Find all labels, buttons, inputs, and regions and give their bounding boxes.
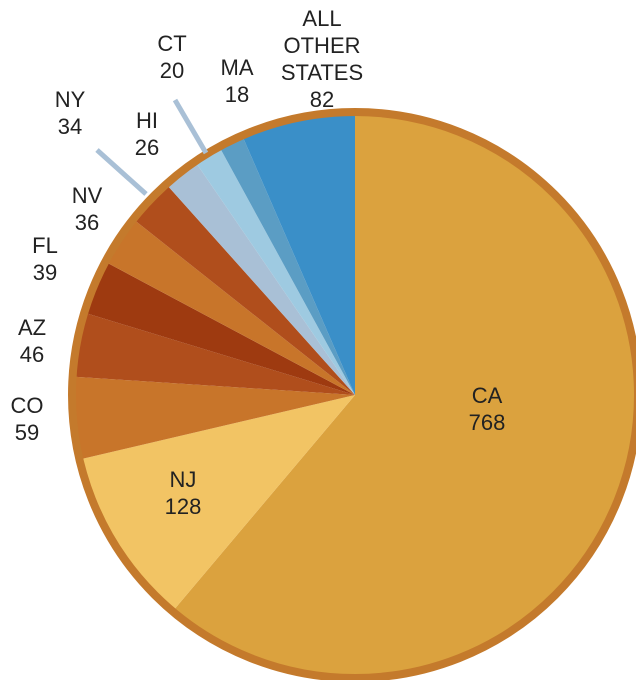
- pie-slice: [195, 146, 355, 395]
- slice-value: 39: [32, 260, 58, 285]
- slice-label: CT 20: [112, 30, 232, 84]
- slice-value: 768: [468, 410, 506, 435]
- pie-slice: [219, 135, 355, 395]
- slice-value: 20: [159, 58, 185, 83]
- slice-name: CA: [471, 383, 503, 408]
- pie-rim: [68, 108, 636, 680]
- slice-label: CA 768: [427, 382, 547, 436]
- pie-slice: [72, 312, 355, 395]
- slice-value: 36: [74, 210, 100, 235]
- slice-name: FL: [32, 233, 58, 258]
- slice-name: HI: [136, 108, 158, 133]
- slice-label: ALL OTHER STATES 82: [267, 5, 377, 113]
- pie-slice: [84, 261, 355, 395]
- slice-label: NV 36: [27, 182, 147, 236]
- slice-name: MA: [220, 55, 254, 80]
- pie-slice: [105, 219, 355, 395]
- slice-label: NJ 128: [123, 466, 243, 520]
- pie-slice: [166, 161, 355, 395]
- slice-value: 59: [14, 420, 40, 445]
- slice-name: ALL OTHER STATES: [280, 6, 364, 85]
- pie-slice: [242, 112, 355, 395]
- slice-value: 18: [224, 82, 250, 107]
- slice-name: CO: [10, 393, 44, 418]
- pie-slice: [79, 395, 356, 612]
- slice-name: NV: [71, 183, 103, 208]
- slice-name: AZ: [17, 315, 47, 340]
- slice-value: 34: [57, 114, 83, 139]
- slice-label: NY 34: [10, 86, 130, 140]
- slice-label: AZ 46: [0, 314, 92, 368]
- slice-value: 26: [134, 135, 160, 160]
- pie-slice: [133, 184, 355, 395]
- slice-label: FL 39: [0, 232, 105, 286]
- slice-label: CO 59: [0, 392, 87, 446]
- slice-name: CT: [157, 31, 187, 56]
- leader-line: [95, 148, 148, 196]
- slice-name: NY: [54, 87, 86, 112]
- slice-value: 46: [19, 342, 45, 367]
- slice-value: 82: [309, 87, 335, 112]
- slice-value: 128: [164, 494, 202, 519]
- slice-label: MA 18: [177, 54, 297, 108]
- pie-slice: [72, 376, 355, 460]
- pie-slice: [172, 112, 636, 678]
- slice-label: HI 26: [87, 107, 207, 161]
- slice-name: NJ: [169, 467, 197, 492]
- leader-line: [172, 98, 209, 155]
